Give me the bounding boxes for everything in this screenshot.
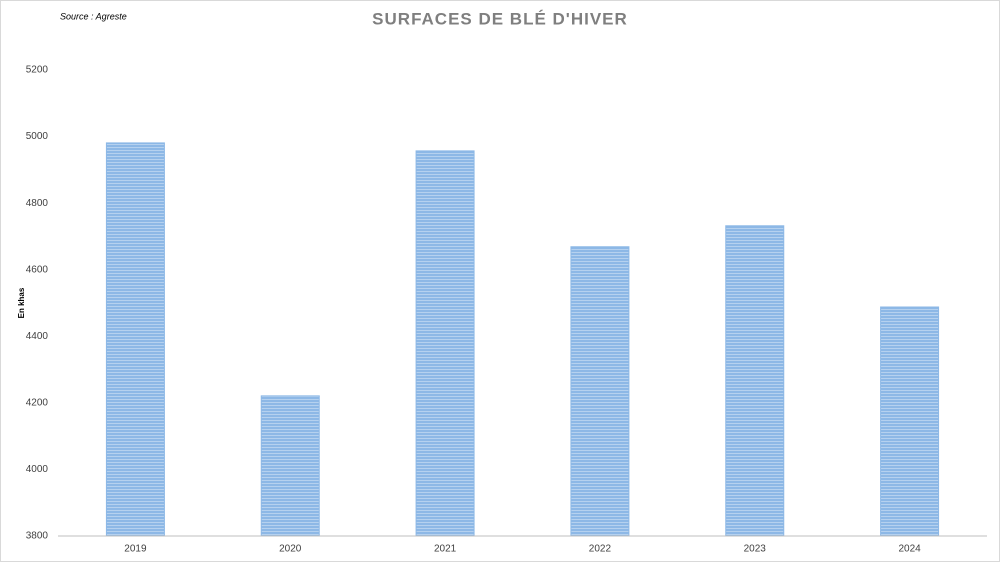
y-tick-label: 4400	[26, 331, 49, 342]
x-tick-label: 2023	[744, 544, 767, 555]
y-tick-label: 5000	[26, 131, 49, 142]
x-tick-label: 2019	[124, 544, 147, 555]
y-tick-label: 4800	[26, 198, 49, 209]
y-axis-label: En khas	[17, 287, 26, 318]
y-tick-label: 5200	[26, 65, 49, 76]
chart-title: SURFACES DE BLÉ D'HIVER	[372, 9, 628, 28]
source-note: Source : Agreste	[60, 11, 127, 21]
y-tick-label: 4000	[26, 464, 49, 475]
bar	[570, 246, 630, 537]
y-tick-label: 3800	[26, 531, 49, 542]
x-tick-label: 2024	[898, 544, 921, 555]
y-tick-label: 4600	[26, 264, 49, 275]
x-tick-label: 2021	[434, 544, 457, 555]
bar	[725, 225, 785, 537]
x-tick-label: 2022	[589, 544, 612, 555]
bar	[260, 395, 320, 537]
x-tick-label: 2020	[279, 544, 302, 555]
bar	[880, 306, 940, 537]
bar	[105, 142, 165, 537]
y-tick-label: 4200	[26, 397, 49, 408]
bar	[415, 150, 475, 537]
